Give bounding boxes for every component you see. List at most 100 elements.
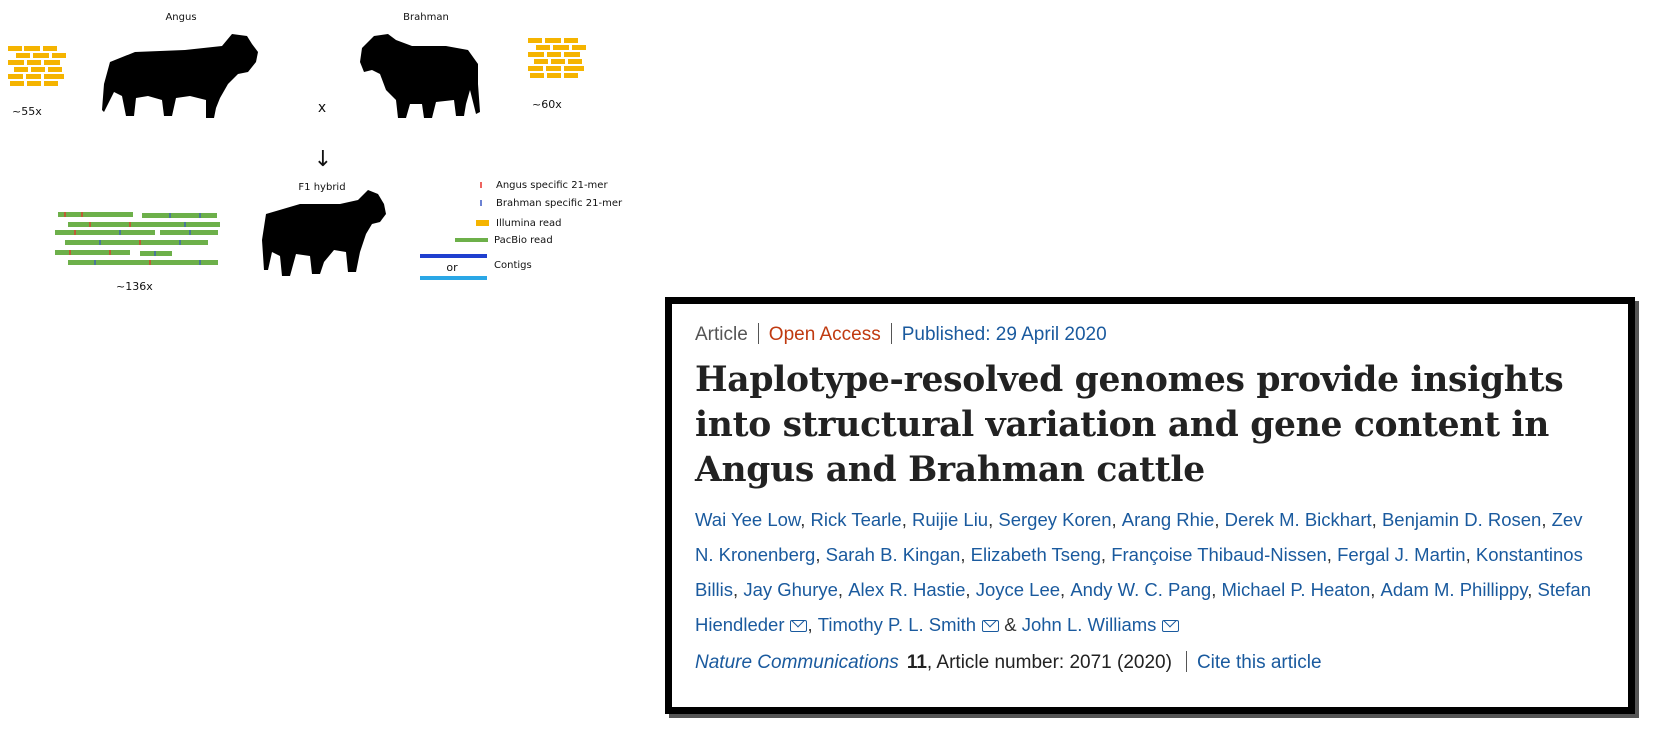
author-separator: , [988,509,999,530]
angus-illumina-reads [8,46,66,86]
author-separator: , [1060,579,1071,600]
journal-name[interactable]: Nature Communications [695,652,899,673]
author-name-link[interactable]: Fergal J. Martin [1337,544,1466,565]
author-separator: , [1541,509,1552,530]
author-name-link[interactable]: Benjamin D. Rosen [1381,509,1542,530]
legend-angus-kmer: Angus specific 21-mer [496,180,608,191]
author-name-link[interactable]: Konstantinos Billis [695,544,1583,600]
author-name-link[interactable]: Joyce Lee [975,579,1061,600]
meta-divider [757,323,759,344]
author-separator: , [815,544,826,565]
author-separator: , [1527,579,1538,600]
hybrid-label: F1 hybrid [298,182,345,193]
author-item: Andy W. C. Pang, [1070,579,1221,600]
legend-or: or [446,261,458,274]
citation-line: Nature Communications 11, Article number:… [695,651,1322,674]
author-name-link[interactable]: Elizabeth Tseng [970,544,1101,565]
author-item: Elizabeth Tseng, [971,544,1112,565]
pacbio-reads [55,212,220,265]
author-name-link[interactable]: Rick Tearle [810,509,902,530]
author-separator: , [960,544,971,565]
angus-label: Angus [165,12,196,23]
author-item: Arang Rhie, [1122,509,1225,530]
author-item: Adam M. Phillippy, [1381,579,1538,600]
kmer-markers [64,212,201,265]
open-access-badge: Open Access [768,324,881,345]
cite-this-article-link[interactable]: Cite this article [1196,652,1322,673]
author-separator: , [807,614,818,635]
author-name-link[interactable]: Jay Ghurye [743,579,838,600]
legend-brahman-kmer: Brahman specific 21-mer [496,198,623,209]
email-icon[interactable] [1162,620,1180,632]
author-item: Zev N. Kronenberg, [695,509,1582,565]
author-separator: & [999,614,1022,635]
citation-divider [1185,651,1187,672]
author-name-link[interactable]: Sergey Koren [998,509,1112,530]
author-separator: , [1214,509,1225,530]
author-item: Benjamin D. Rosen, [1382,509,1552,530]
published-date: Published: 29 April 2020 [901,324,1107,345]
author-separator: , [1465,544,1476,565]
author-separator: , [800,509,811,530]
author-name-link[interactable]: Stefan Hiendleder [695,579,1592,635]
author-separator: , [965,579,976,600]
author-separator: , [1326,544,1338,565]
email-icon[interactable] [790,620,808,632]
legend-contigs: Contigs [494,260,532,271]
author-name-link[interactable]: Michael P. Heaton [1221,579,1371,600]
email-icon[interactable] [982,620,1000,632]
author-item: Sergey Koren, [998,509,1121,530]
author-item: Timothy P. L. Smith & [818,614,1022,635]
author-name-link[interactable]: Alex R. Hastie [848,579,966,600]
article-title: Haplotype-resolved genomes provide insig… [695,360,1564,490]
author-name-link[interactable]: Derek M. Bickhart [1224,509,1372,530]
author-item: Alex R. Hastie, [848,579,976,600]
brahman-cow-icon [360,34,480,118]
down-arrow-icon: ↓ [314,147,332,172]
author-list: Wai Yee Low, Rick Tearle, Ruijie Liu, Se… [695,502,1600,642]
author-name-link[interactable]: Sarah B. Kingan [825,544,961,565]
author-item: John L. Williams [1022,614,1180,635]
author-name-link[interactable]: Zev N. Kronenberg [695,509,1583,565]
author-separator: , [1100,544,1112,565]
author-item: Fergal J. Martin, [1337,544,1476,565]
author-separator: , [837,579,849,600]
author-separator: , [1211,579,1222,600]
author-name-link[interactable]: Wai Yee Low [695,509,801,530]
author-item: Konstantinos Billis, [695,544,1583,600]
author-separator: , [901,509,912,530]
brahman-illumina-reads [528,38,586,78]
angus-coverage: ~55x [12,105,42,118]
author-name-link[interactable]: Françoise Thibaud-Nissen [1111,544,1327,565]
author-item: Derek M. Bickhart, [1225,509,1382,530]
author-item: Jay Ghurye, [743,579,848,600]
legend-pacbio: PacBio read [494,235,553,246]
author-item: Joyce Lee, [976,579,1071,600]
author-item: Michael P. Heaton, [1221,579,1380,600]
author-separator: , [1370,579,1381,600]
brahman-label: Brahman [403,12,449,23]
author-name-link[interactable]: John L. Williams [1021,614,1157,635]
author-separator: , [1371,509,1382,530]
author-separator: , [733,579,744,600]
article-number: , Article number: 2071 (2020) [926,652,1172,673]
hybrid-coverage: ~136x [116,280,153,293]
article-header-card: Article Open Access Published: 29 April 20… [665,297,1635,714]
author-name-link[interactable]: Adam M. Phillippy [1380,579,1528,600]
author-item: Wai Yee Low, [695,509,811,530]
author-item: Françoise Thibaud-Nissen, [1111,544,1337,565]
article-type: Article [695,324,748,345]
author-name-link[interactable]: Timothy P. L. Smith [817,614,977,635]
author-item: Sarah B. Kingan, [826,544,971,565]
brahman-coverage: ~60x [532,98,562,111]
author-name-link[interactable]: Ruijie Liu [912,509,989,530]
legend-illumina: Illumina read [496,218,562,229]
author-item: Ruijie Liu, [912,509,998,530]
cross-symbol: x [318,100,326,116]
f1-hybrid-cow-icon [262,190,386,276]
author-name-link[interactable]: Andy W. C. Pang [1070,579,1212,600]
diagram-legend: Angus specific 21-mer Brahman specific 2… [420,180,623,280]
author-name-link[interactable]: Arang Rhie [1121,509,1215,530]
author-separator: , [1111,509,1122,530]
angus-cow-icon [102,34,258,118]
